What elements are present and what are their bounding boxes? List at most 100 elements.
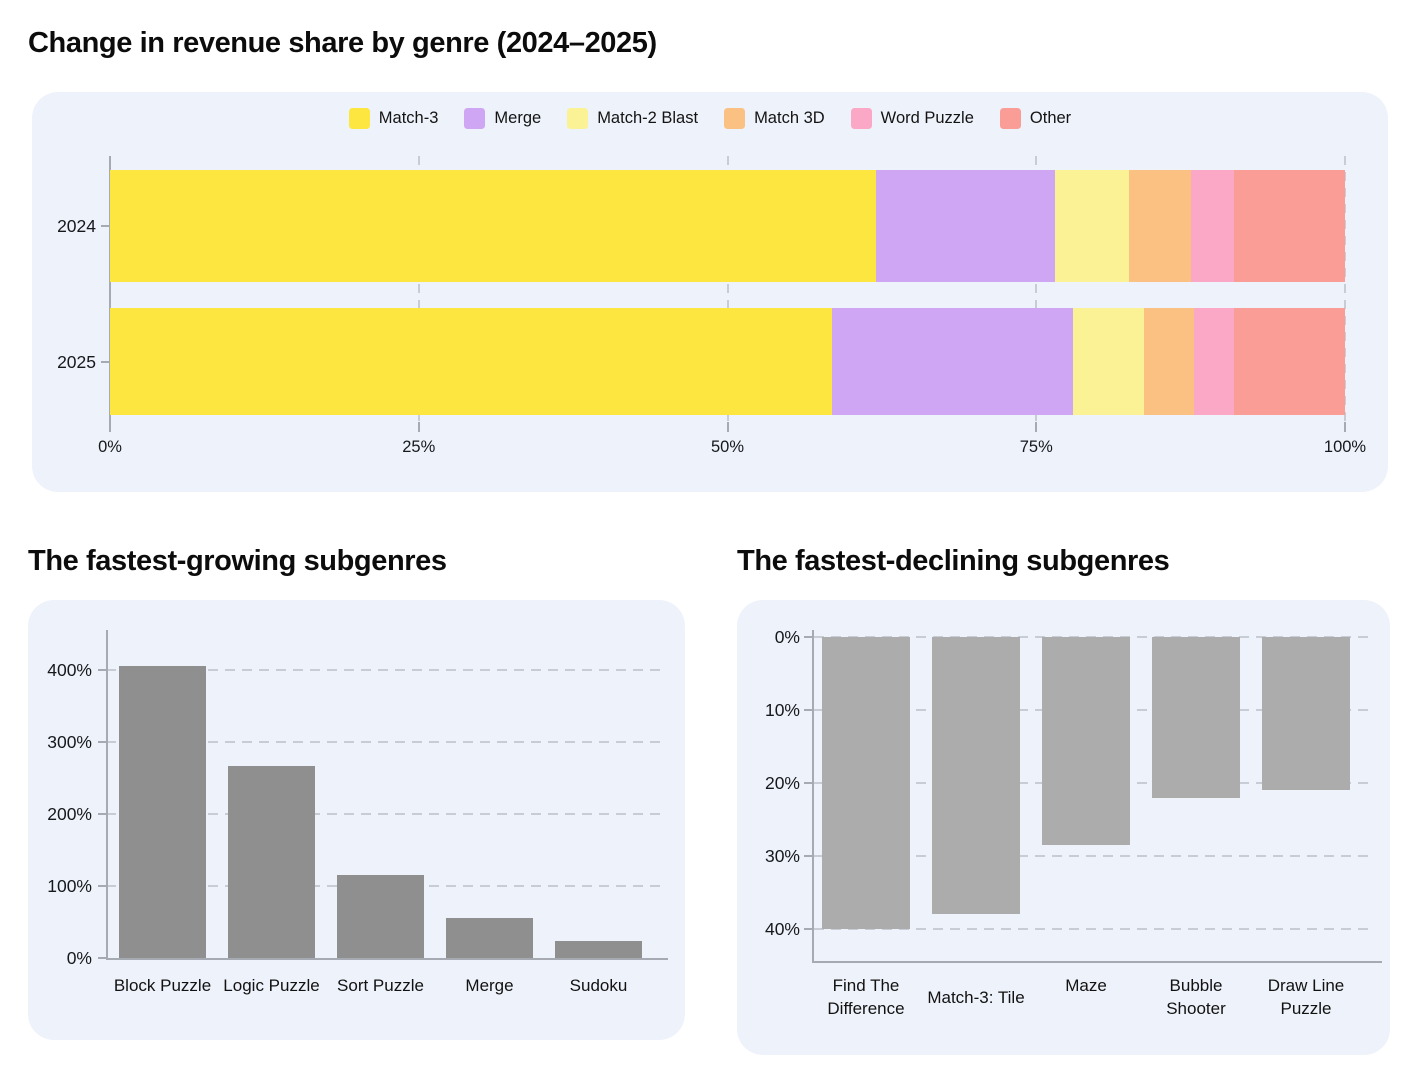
declining-subgenres-title: The fastest-declining subgenres [737, 545, 1170, 577]
legend-label-match-3d: Match 3D [754, 109, 825, 127]
y-tick-2024 [101, 225, 110, 227]
segment-match-3d-2024 [1128, 170, 1191, 282]
legend-item-match-3d: Match 3D [724, 108, 825, 129]
stacked-bar-2024 [110, 170, 1345, 282]
x-tick-25 [417, 422, 420, 432]
gridline-100pct [1344, 156, 1346, 422]
revenue-share-chart-panel: Match-3 Merge Match-2 Blast Match 3D Word Pu… [32, 92, 1388, 492]
gridline-75pct [1035, 156, 1038, 422]
x-axis-label-line: Difference [827, 999, 905, 1018]
y-tick-100 [98, 885, 106, 887]
bar-find-the-difference [822, 637, 910, 929]
x-axis-label-line: Puzzle [1280, 999, 1332, 1018]
segment-other-2025 [1233, 308, 1345, 415]
y-axis-label-300: 300% [47, 732, 92, 752]
legend-swatch-match-3 [348, 108, 370, 129]
legend-item-match-3: Match-3 [348, 108, 439, 129]
y-tick-200 [98, 813, 106, 815]
x-axis-label-75: 75% [1019, 438, 1053, 456]
x-axis-label-block-puzzle: Block Puzzle [113, 976, 212, 995]
legend-label-match-2-blast: Match-2 Blast [597, 109, 699, 127]
y-tick-40 [804, 928, 812, 930]
bar-merge [446, 918, 533, 958]
x-axis-label-match-3-tile: Match-3: Tile [910, 986, 1042, 1009]
x-tick-100 [1344, 422, 1346, 432]
x-axis-label-bubble-shooter: Bubble Shooter [1130, 974, 1262, 1020]
x-axis-label-line: Draw Line [1267, 976, 1345, 995]
x-axis-label-line: Shooter [1166, 999, 1226, 1018]
x-axis-label-0: 0% [98, 438, 122, 456]
y-axis-label-30: 30% [764, 846, 800, 866]
y-axis-label-20: 20% [764, 773, 800, 793]
bar-sudoku [555, 941, 642, 958]
x-axis-label-line: Maze [1065, 976, 1107, 995]
x-axis-line [812, 961, 1382, 963]
declining-subgenres-chart-panel: 0% 10% 20% 30% 40% Find The Difference Match-3:… [737, 600, 1390, 1055]
y-axis-label-400: 400% [47, 660, 92, 680]
y-axis-label-0: 0% [66, 948, 92, 968]
segment-match-2-blast-2024 [1054, 170, 1129, 282]
x-axis-label-100: 100% [1323, 438, 1367, 456]
gridline-50pct [726, 156, 729, 422]
bar-sort-puzzle [337, 875, 424, 958]
x-axis-line [106, 958, 668, 960]
y-axis-label-2024: 2024 [57, 216, 96, 236]
bar-bubble-shooter [1152, 637, 1240, 798]
legend-item-word-puzzle: Word Puzzle [850, 108, 974, 129]
segment-word-puzzle-2024 [1190, 170, 1234, 282]
segment-match-3d-2025 [1144, 308, 1194, 415]
legend-item-merge: Merge [464, 108, 541, 129]
y-tick-10 [804, 709, 812, 711]
bar-maze [1042, 637, 1130, 846]
x-axis-label-line: Bubble [1169, 976, 1223, 995]
segment-match-3-2025 [110, 308, 833, 415]
bar-match-3-tile [932, 637, 1020, 915]
segment-other-2024 [1233, 170, 1345, 282]
legend-swatch-match-2-blast [567, 108, 589, 129]
legend: Match-3 Merge Match-2 Blast Match 3D Word Pu… [32, 108, 1388, 129]
x-axis-label-draw-line-puzzle: Draw Line Puzzle [1240, 974, 1372, 1020]
segment-match-3-2024 [110, 170, 876, 282]
y-axis-label-2025: 2025 [57, 351, 96, 372]
growing-subgenres-chart-panel: 0% 100% 200% 300% 400% Block Puzzle Logic Puzz… [28, 600, 685, 1040]
page-title-revenue-share: Change in revenue share by genre (2024–2… [28, 27, 657, 59]
segment-merge-2024 [875, 170, 1055, 282]
gridline-25pct [417, 156, 420, 422]
y-axis-line [109, 156, 111, 422]
legend-label-match-3: Match-3 [378, 109, 439, 127]
x-axis-label-maze: Maze [1020, 974, 1152, 997]
gridline-40 [814, 928, 1371, 930]
segment-match-2-blast-2025 [1073, 308, 1145, 415]
segment-merge-2025 [832, 308, 1074, 415]
y-tick-0 [98, 957, 106, 959]
y-axis-line [106, 630, 108, 960]
x-axis-label-50: 50% [710, 438, 745, 456]
legend-label-other: Other [1029, 109, 1072, 127]
x-tick-0 [109, 422, 111, 432]
gridline-30 [814, 855, 1371, 857]
y-axis-line [812, 630, 814, 963]
legend-item-other: Other [999, 108, 1072, 129]
x-axis-label-logic-puzzle: Logic Puzzle [223, 976, 320, 995]
segment-word-puzzle-2025 [1193, 308, 1234, 415]
y-axis-label-200: 200% [47, 804, 92, 824]
legend-label-merge: Merge [494, 109, 542, 127]
legend-label-word-puzzle: Word Puzzle [880, 109, 974, 127]
legend-swatch-word-puzzle [850, 108, 872, 129]
bar-logic-puzzle [228, 765, 315, 958]
x-axis-label-25: 25% [402, 438, 436, 456]
x-axis-label-line: Find The [832, 976, 900, 995]
x-axis-label-sudoku: Sudoku [569, 976, 628, 995]
legend-swatch-other [999, 108, 1021, 129]
x-axis-label-find-the-difference: Find The Difference [800, 974, 932, 1020]
x-tick-50 [726, 422, 729, 432]
y-tick-20 [804, 782, 812, 784]
x-axis-label-merge: Merge [465, 976, 514, 995]
y-tick-400 [98, 669, 106, 671]
x-axis-label-line: Match-3: Tile [927, 988, 1025, 1007]
legend-swatch-merge [464, 108, 486, 129]
growing-subgenres-title: The fastest-growing subgenres [28, 545, 447, 577]
x-axis-label-sort-puzzle: Sort Puzzle [337, 976, 424, 995]
y-axis-label-10: 10% [764, 700, 800, 720]
bar-draw-line-puzzle [1262, 637, 1350, 791]
